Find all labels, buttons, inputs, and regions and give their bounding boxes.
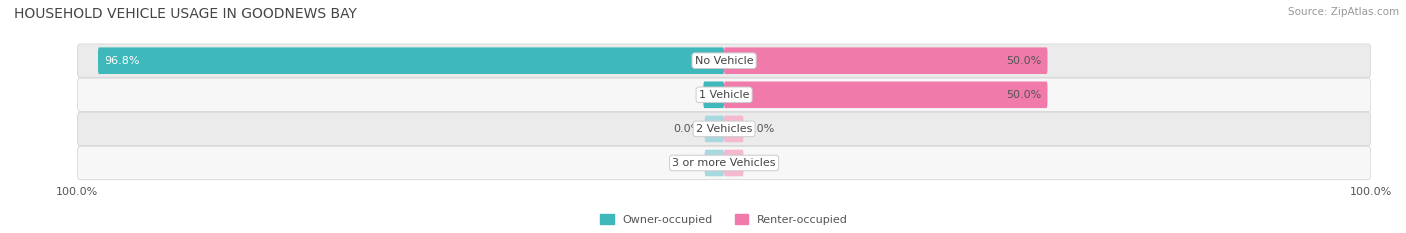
Text: 50.0%: 50.0% [1005,90,1040,100]
Text: 3 or more Vehicles: 3 or more Vehicles [672,158,776,168]
Text: 2 Vehicles: 2 Vehicles [696,124,752,134]
FancyBboxPatch shape [77,44,1371,77]
Text: 0.0%: 0.0% [747,158,775,168]
Text: 0.0%: 0.0% [673,124,702,134]
FancyBboxPatch shape [724,116,744,142]
FancyBboxPatch shape [77,146,1371,180]
FancyBboxPatch shape [77,112,1371,146]
Text: 96.8%: 96.8% [104,56,141,66]
FancyBboxPatch shape [704,150,724,176]
FancyBboxPatch shape [703,82,724,108]
Text: No Vehicle: No Vehicle [695,56,754,66]
FancyBboxPatch shape [724,47,1047,74]
FancyBboxPatch shape [704,116,724,142]
Text: Source: ZipAtlas.com: Source: ZipAtlas.com [1288,7,1399,17]
FancyBboxPatch shape [77,78,1371,112]
Text: 50.0%: 50.0% [1005,56,1040,66]
Legend: Owner-occupied, Renter-occupied: Owner-occupied, Renter-occupied [596,210,852,229]
Text: 3.2%: 3.2% [710,90,738,100]
FancyBboxPatch shape [98,47,724,74]
Text: 0.0%: 0.0% [747,124,775,134]
FancyBboxPatch shape [724,150,744,176]
Text: 1 Vehicle: 1 Vehicle [699,90,749,100]
FancyBboxPatch shape [724,82,1047,108]
Text: HOUSEHOLD VEHICLE USAGE IN GOODNEWS BAY: HOUSEHOLD VEHICLE USAGE IN GOODNEWS BAY [14,7,357,21]
Text: 0.0%: 0.0% [673,158,702,168]
